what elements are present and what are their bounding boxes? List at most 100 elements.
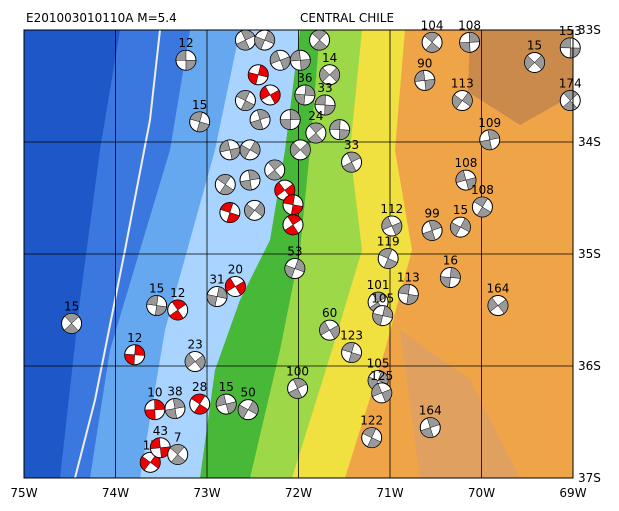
lon-tick-label: 72W (285, 486, 312, 500)
depth-label: 108 (471, 183, 494, 197)
compressional-quadrant (144, 399, 166, 420)
depth-label: 113 (451, 77, 474, 91)
focal-mechanism (146, 295, 168, 317)
compressional-quadrant (319, 321, 340, 340)
focal-mechanism (284, 258, 306, 280)
compressional-quadrant (371, 383, 392, 403)
compressional-quadrant (560, 37, 581, 59)
focal-mechanism (449, 216, 471, 238)
focal-mechanism (234, 29, 256, 51)
compressional-quadrant (236, 29, 255, 51)
compressional-quadrant (169, 299, 187, 321)
compressional-quadrant (169, 444, 186, 465)
focal-mechanism (319, 64, 341, 86)
depth-label: 123 (340, 329, 363, 343)
compressional-quadrant (455, 170, 477, 191)
focal-mechanism (175, 49, 197, 71)
depth-label: 119 (377, 234, 400, 248)
depth-label: 164 (487, 282, 510, 296)
focal-mechanism (164, 398, 186, 420)
lat-tick-label: 34S (578, 135, 601, 149)
focal-mechanism (219, 139, 241, 161)
focal-mechanism (269, 49, 291, 71)
lon-tick-label: 69W (559, 486, 586, 500)
focal-mechanism (319, 319, 341, 341)
focal-mechanism (289, 139, 311, 161)
depth-label: 38 (167, 385, 182, 399)
focal-mechanism (139, 451, 161, 473)
compressional-quadrant (247, 64, 269, 85)
focal-mechanism (264, 159, 286, 181)
focal-mechanism (237, 399, 259, 421)
compressional-quadrant (215, 394, 237, 415)
compressional-quadrant (440, 267, 461, 288)
compressional-quadrant (284, 258, 306, 279)
focal-mechanism (309, 29, 331, 51)
compressional-quadrant (225, 277, 246, 296)
compressional-quadrant (422, 220, 442, 241)
lat-tick-label: 35S (578, 247, 601, 261)
compressional-quadrant (342, 151, 361, 173)
focal-mechanism (239, 139, 261, 161)
depth-label: 15 (453, 203, 468, 217)
focal-mechanism (329, 119, 351, 141)
compressional-quadrant (487, 297, 509, 314)
compressional-quadrant (280, 109, 301, 130)
depth-label: 16 (443, 254, 458, 268)
focal-mechanism (559, 37, 581, 59)
lat-tick-label: 37S (578, 471, 601, 485)
focal-mechanism (559, 90, 581, 112)
lon-tick-label: 75W (10, 486, 37, 500)
focal-mechanism (61, 312, 83, 334)
focal-mechanism (184, 351, 206, 373)
compressional-quadrant (190, 393, 209, 415)
depth-label: 12 (170, 286, 185, 300)
compressional-quadrant (184, 353, 206, 370)
focal-mechanism (189, 393, 211, 415)
focal-mechanism (167, 299, 189, 321)
compressional-quadrant (206, 286, 228, 307)
lon-tick-label: 73W (193, 486, 220, 500)
focal-mechanism (487, 295, 509, 317)
depth-label: 12 (127, 331, 142, 345)
compressional-quadrant (290, 50, 311, 71)
focal-mechanism (234, 90, 256, 112)
region-name: CENTRAL CHILE (300, 11, 394, 25)
focal-mechanism (371, 382, 393, 404)
focal-mechanism (397, 283, 419, 305)
compressional-quadrant (329, 119, 350, 140)
compressional-quadrant (424, 32, 441, 53)
depth-label: 20 (228, 262, 243, 276)
focal-mechanism (249, 109, 271, 131)
compressional-quadrant (378, 248, 398, 269)
depth-label: 113 (397, 270, 420, 284)
focal-mechanism (289, 49, 311, 71)
compressional-quadrant (244, 202, 265, 219)
compressional-quadrant (307, 122, 324, 144)
compressional-quadrant (175, 49, 197, 71)
depth-label: 112 (380, 202, 403, 216)
lat-tick-label: 36S (578, 359, 601, 373)
focal-mechanism (167, 443, 189, 465)
focal-mechanism (282, 214, 304, 236)
lon-tick-label: 74W (102, 486, 129, 500)
depth-label: 108 (458, 18, 481, 32)
focal-mechanism (479, 129, 501, 151)
focal-mechanism (524, 51, 546, 73)
focal-mechanism (372, 305, 394, 327)
depth-label: 122 (360, 414, 383, 428)
depth-label: 100 (286, 364, 309, 378)
depth-label: 14 (322, 51, 337, 65)
depth-label: 36 (297, 71, 312, 85)
focal-mechanism (421, 219, 443, 241)
focal-mechanism (189, 111, 211, 133)
frame (23, 29, 574, 479)
compressional-quadrant (459, 32, 480, 53)
compressional-quadrant (266, 159, 283, 181)
compressional-quadrant (294, 84, 316, 106)
compressional-quadrant (216, 174, 234, 195)
compressional-quadrant (259, 85, 281, 105)
focal-mechanism (455, 169, 477, 191)
compressional-quadrant (479, 129, 500, 150)
focal-mechanism (361, 427, 383, 449)
